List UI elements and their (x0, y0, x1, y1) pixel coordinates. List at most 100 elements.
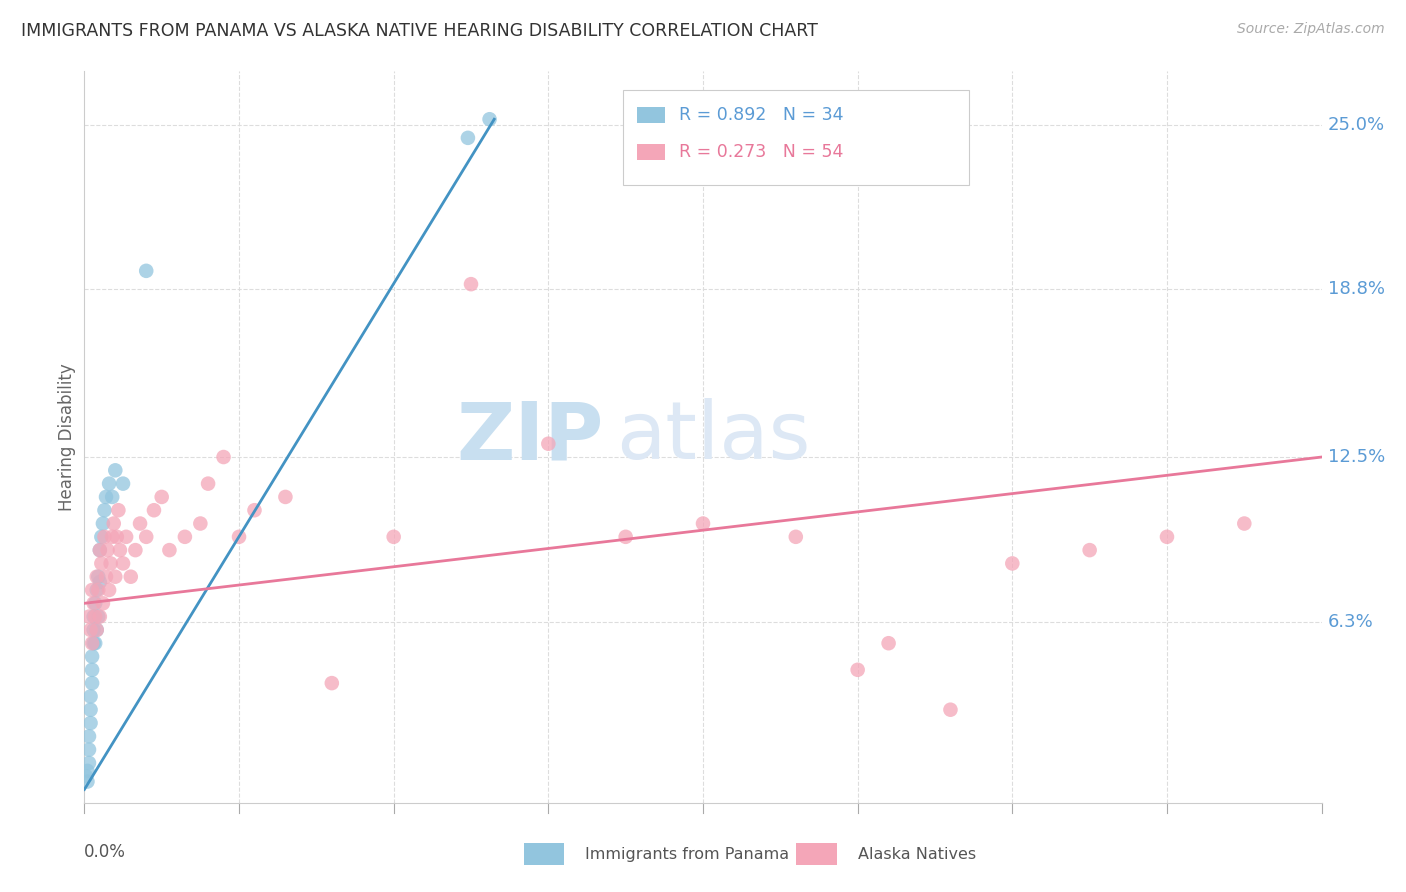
Point (77, 609, 100, 624)
Point (76, 774, 98, 789)
Point (478, 112, 501, 127)
Point (174, 530, 197, 544)
Point (135, 530, 157, 544)
Point (457, 131, 479, 145)
Point (197, 476, 219, 491)
Point (91, 596, 114, 610)
Point (83, 623, 105, 637)
FancyBboxPatch shape (796, 843, 837, 865)
Point (86, 623, 108, 637)
Text: 6.3%: 6.3% (1327, 613, 1374, 631)
Point (82, 636, 104, 650)
Point (98, 476, 121, 491)
Point (77, 729, 100, 743)
Point (460, 277, 482, 292)
Text: atlas: atlas (616, 398, 811, 476)
Point (79, 690, 101, 704)
Point (77, 756, 100, 770)
Text: R = 0.273   N = 54: R = 0.273 N = 54 (679, 143, 844, 161)
Point (1156, 530, 1178, 544)
Point (692, 516, 714, 531)
Point (93, 503, 115, 517)
Point (90, 557, 112, 571)
Point (1233, 516, 1256, 531)
Point (188, 516, 211, 531)
Point (274, 490, 297, 504)
Point (104, 570, 127, 584)
Point (108, 543, 131, 558)
Point (103, 516, 125, 531)
Point (84, 636, 107, 650)
Point (939, 703, 962, 717)
Point (89, 543, 111, 558)
Point (105, 530, 128, 544)
Point (94, 490, 117, 504)
Point (79, 703, 101, 717)
Point (1001, 557, 1024, 571)
Point (89, 609, 111, 624)
Point (120, 570, 142, 584)
Point (90, 530, 112, 544)
Point (537, 436, 560, 450)
Point (228, 530, 250, 544)
Point (86, 570, 108, 584)
Point (101, 530, 124, 544)
Point (89, 543, 111, 558)
Text: Alaska Natives: Alaska Natives (858, 847, 976, 862)
Point (82, 676, 104, 690)
Point (86, 623, 108, 637)
Point (150, 490, 173, 504)
Point (93, 530, 115, 544)
Point (87, 609, 110, 624)
Point (75, 769, 97, 783)
Point (104, 463, 127, 477)
Point (82, 663, 104, 677)
Point (107, 503, 129, 517)
Point (143, 503, 166, 517)
Point (82, 649, 104, 664)
Point (87, 570, 110, 584)
Point (89, 575, 111, 590)
Point (243, 503, 266, 517)
Point (159, 543, 180, 558)
Point (212, 450, 235, 464)
Text: 12.5%: 12.5% (1327, 448, 1385, 466)
Point (382, 530, 405, 544)
Point (100, 557, 122, 571)
FancyBboxPatch shape (637, 107, 665, 123)
Point (112, 476, 135, 491)
FancyBboxPatch shape (623, 90, 969, 185)
Point (79, 716, 101, 731)
Y-axis label: Hearing Disability: Hearing Disability (58, 363, 76, 511)
Point (94, 570, 117, 584)
Point (124, 543, 146, 558)
Point (76, 764, 98, 778)
Point (135, 264, 157, 278)
Text: 25.0%: 25.0% (1327, 116, 1385, 134)
Point (91, 516, 114, 531)
Point (84, 609, 107, 624)
Point (84, 596, 107, 610)
Point (785, 530, 807, 544)
Point (846, 663, 869, 677)
Text: 0.0%: 0.0% (84, 843, 127, 861)
Point (83, 596, 105, 610)
Point (86, 582, 108, 597)
Text: R = 0.892   N = 34: R = 0.892 N = 34 (679, 106, 844, 124)
Text: Immigrants from Panama: Immigrants from Panama (585, 847, 790, 862)
Point (614, 530, 637, 544)
FancyBboxPatch shape (523, 843, 564, 865)
Point (98, 582, 121, 597)
Point (77, 742, 100, 756)
Text: ZIP: ZIP (457, 398, 605, 476)
Point (87, 582, 110, 597)
Point (82, 582, 104, 597)
Point (115, 530, 138, 544)
Point (321, 676, 343, 690)
Point (1078, 543, 1101, 558)
FancyBboxPatch shape (637, 144, 665, 160)
Text: IMMIGRANTS FROM PANAMA VS ALASKA NATIVE HEARING DISABILITY CORRELATION CHART: IMMIGRANTS FROM PANAMA VS ALASKA NATIVE … (21, 22, 818, 40)
Point (101, 490, 124, 504)
Point (877, 636, 900, 650)
Point (129, 516, 152, 531)
